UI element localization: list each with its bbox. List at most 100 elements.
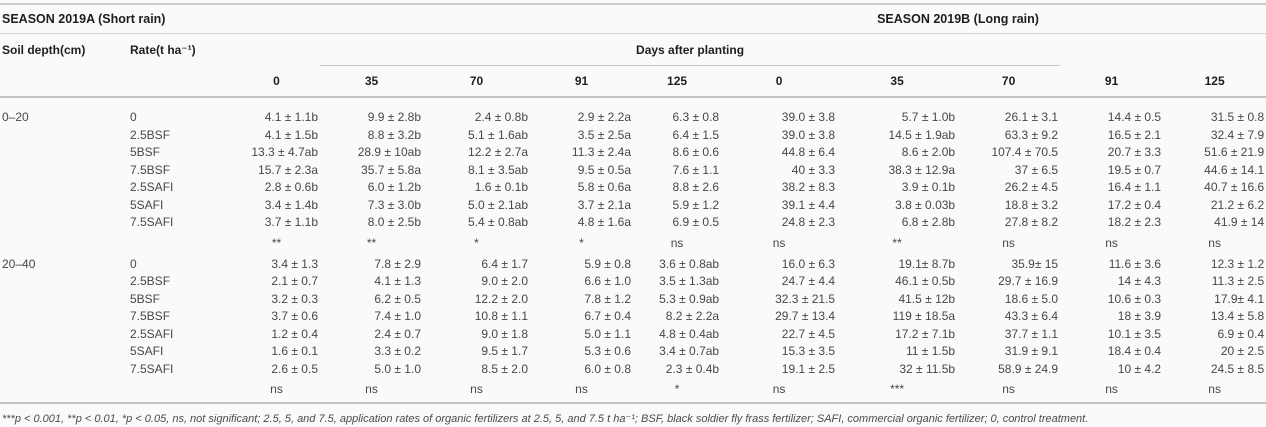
spacer-cell xyxy=(1163,34,1266,66)
value-cell: 6.4 ± 1.7 xyxy=(481,256,528,271)
value-cell: 15.3 ± 3.5 xyxy=(781,344,836,358)
soil-depth-cell xyxy=(0,197,130,215)
day-column-header: 70 xyxy=(423,65,530,98)
value-cell: 35.9± 15 xyxy=(1011,256,1059,271)
day-column-header: 0 xyxy=(233,65,320,98)
value-cell: 3.7 ± 2.1a xyxy=(577,197,631,212)
value-cell: 10.1 ± 3.5 xyxy=(1107,326,1162,341)
value-cell: 6.6 ± 1.0 xyxy=(584,274,631,288)
value-cell: 1.6 ± 0.1b xyxy=(474,180,528,194)
value-cell: 3.7 ± 1.1b xyxy=(264,215,318,229)
table-header: SEASON 2019A (Short rain) SEASON 2019B (… xyxy=(0,3,1266,98)
value-cell: 18.4 ± 0.4 xyxy=(1107,344,1162,358)
significance-cell: ** xyxy=(366,235,377,250)
value-cell: 9.5 ± 1.7 xyxy=(481,344,528,358)
day-column-header: 125 xyxy=(633,65,722,98)
days-after-planting-header: Days after planting xyxy=(320,33,1061,66)
table-row: 2.5SAFI 1.2 ± 0.4 2.4 ± 0.7 9.0 ± 1.8 5.0 ± … xyxy=(0,326,1266,344)
value-cell: 15.7 ± 2.3a xyxy=(258,162,318,177)
value-cell: 44.8 ± 6.4 xyxy=(781,145,836,159)
rate-cell: 7.5BSF xyxy=(130,162,171,177)
value-cell: 38.2 ± 8.3 xyxy=(781,180,836,194)
value-cell: 16.5 ± 2.1 xyxy=(1107,127,1162,142)
rate-cell: 7.5SAFI xyxy=(130,361,174,376)
value-cell: 44.6 ± 14.1 xyxy=(1204,162,1265,177)
rate-cell: 5BSF xyxy=(130,145,161,159)
value-cell: 18.2 ± 2.3 xyxy=(1107,215,1162,229)
value-cell: 5.1 ± 1.6ab xyxy=(468,127,528,142)
value-cell: 38.3 ± 12.9a xyxy=(888,162,956,177)
table-body: 0–20 0 4.1 ± 1.1b 9.9 ± 2.8b 2.4 ± 0.8b 2.9 ±… xyxy=(0,97,1266,403)
value-cell: 5.3 ± 0.9ab xyxy=(659,291,720,306)
value-cell: 4.1 ± 1.1b xyxy=(264,110,318,124)
soil-depth-cell xyxy=(0,308,130,326)
significance-cell: ** xyxy=(892,235,902,250)
value-cell: 17.2 ± 0.4 xyxy=(1107,197,1162,212)
value-cell: 10 ± 4.2 xyxy=(1117,361,1162,376)
value-cell: 2.8 ± 0.6b xyxy=(264,180,318,194)
significance-cell: ns xyxy=(270,382,283,397)
value-cell: 3.3 ± 0.2 xyxy=(374,344,421,358)
value-cell: 4.8 ± 0.4ab xyxy=(659,326,720,341)
value-cell: 19.5 ± 0.7 xyxy=(1107,162,1162,177)
value-cell: 18.8 ± 3.2 xyxy=(1004,197,1059,212)
value-cell: 8.8 ± 3.2b xyxy=(367,127,421,142)
value-cell: 14.5 ± 1.9ab xyxy=(888,127,956,142)
significance-cell: ns xyxy=(772,235,786,250)
value-cell: 40 ± 3.3 xyxy=(791,162,836,177)
value-cell: 19.1 ± 2.5 xyxy=(781,361,836,376)
value-cell: 32.3 ± 21.5 xyxy=(775,291,836,306)
value-cell: 3.6 ± 0.8ab xyxy=(659,256,720,271)
value-cell: 18.6 ± 5.0 xyxy=(1004,291,1059,306)
value-cell: 8.6 ± 0.6 xyxy=(672,145,720,159)
soil-depth-cell xyxy=(0,326,130,344)
value-cell: 5.8 ± 0.6a xyxy=(577,180,631,194)
rate-cell: 0 xyxy=(130,256,137,271)
value-cell: 41.9 ± 14 xyxy=(1214,215,1265,229)
value-cell: 3.5 ± 2.5a xyxy=(577,127,631,142)
value-cell: 20 ± 2.5 xyxy=(1220,344,1265,358)
value-cell: 1.6 ± 0.1 xyxy=(271,344,318,358)
value-cell: 27.8 ± 8.2 xyxy=(1004,215,1059,229)
results-table: SEASON 2019A (Short rain) SEASON 2019B (… xyxy=(0,3,1266,404)
value-cell: 29.7 ± 16.9 xyxy=(998,274,1059,288)
value-cell: 37 ± 6.5 xyxy=(1014,162,1059,177)
soil-depth-cell xyxy=(0,127,130,145)
value-cell: 12.2 ± 2.0 xyxy=(474,291,528,306)
value-cell: 22.7 ± 4.5 xyxy=(781,326,836,341)
value-cell: 26.1 ± 3.1 xyxy=(1004,110,1059,124)
value-cell: 24.5 ± 8.5 xyxy=(1210,361,1265,376)
value-cell: 11 ± 1.5b xyxy=(906,344,956,358)
rate-cell: 5SAFI xyxy=(130,344,164,358)
day-column-header: 125 xyxy=(1163,65,1266,98)
table-row: 5BSF 3.2 ± 0.3 6.2 ± 0.5 12.2 ± 2.0 7.8 ± 1.… xyxy=(0,291,1266,309)
value-cell: 35.7 ± 5.8a xyxy=(361,162,421,177)
value-cell: 20.7 ± 3.3 xyxy=(1107,145,1162,159)
value-cell: 6.9 ± 0.5 xyxy=(672,215,720,229)
value-cell: 8.1 ± 3.5ab xyxy=(468,162,528,177)
day-columns-row: 0 35 70 91 125 0 35 70 91 125 xyxy=(0,65,1266,98)
significance-cell: ns xyxy=(670,235,684,250)
value-cell: 9.5 ± 0.5a xyxy=(577,162,631,177)
value-cell: 31.9 ± 9.1 xyxy=(1004,344,1059,358)
significance-row: ns ns ns ns * ns *** ns ns ns xyxy=(0,378,1266,403)
value-cell: 1.2 ± 0.4 xyxy=(271,326,318,341)
value-cell: 3.2 ± 0.3 xyxy=(271,291,318,306)
value-cell: 2.1 ± 0.7 xyxy=(271,274,318,288)
table-row: 5SAFI 3.4 ± 1.4b 7.3 ± 3.0b 5.0 ± 2.1ab 3.7 … xyxy=(0,197,1266,215)
spacer-cell xyxy=(130,378,233,403)
value-cell: 37.7 ± 1.1 xyxy=(1004,326,1059,341)
value-cell: 3.9 ± 0.1b xyxy=(901,180,956,194)
value-cell: 32 ± 11.5b xyxy=(899,361,956,376)
value-cell: 32.4 ± 7.9 xyxy=(1210,127,1265,142)
soil-depth-cell xyxy=(0,291,130,309)
table-row: 2.5BSF 4.1 ± 1.5b 8.8 ± 3.2b 5.1 ± 1.6ab 3.5… xyxy=(0,127,1266,145)
value-cell: 3.4 ± 1.4b xyxy=(264,197,318,212)
column-group-header-row: Soil depth(cm) Rate(t ha⁻¹) Days after p… xyxy=(0,33,1266,66)
value-cell: 3.5 ± 1.3ab xyxy=(659,274,720,288)
table-row: 0–20 0 4.1 ± 1.1b 9.9 ± 2.8b 2.4 ± 0.8b 2.9 ±… xyxy=(0,97,1266,127)
value-cell: 107.4 ± 70.5 xyxy=(991,145,1059,159)
value-cell: 6.2 ± 0.5 xyxy=(374,291,421,306)
value-cell: 21.2 ± 6.2 xyxy=(1210,197,1265,212)
value-cell: 119 ± 18.5a xyxy=(892,309,956,323)
